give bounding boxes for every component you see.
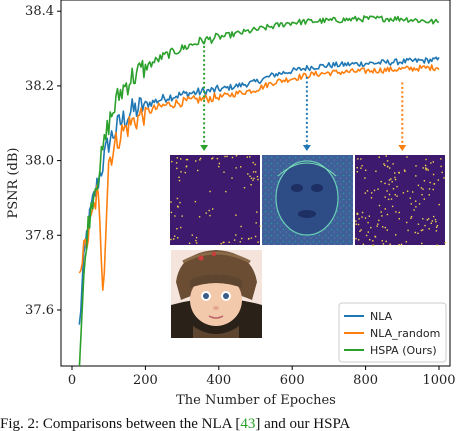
annotation-arrowhead-2 — [398, 145, 407, 151]
legend-label-1: NLA_random — [370, 327, 440, 340]
y-tick-label: 38.4 — [25, 4, 54, 19]
y-tick-label: 37.6 — [25, 303, 54, 318]
inset-sparse-map — [170, 155, 261, 245]
y-tick-label: 38.0 — [25, 154, 54, 169]
x-axis: 0 200 400 600 800 1000 — [68, 366, 456, 388]
series-line-2 — [78, 15, 439, 366]
x-tick-label: 200 — [133, 373, 158, 388]
series-line-1 — [78, 64, 440, 291]
inset-face-map — [262, 155, 353, 245]
baby-photo-inset — [171, 250, 262, 338]
y-tick-label: 38.2 — [25, 79, 54, 94]
annotation-arrowhead-0 — [200, 145, 209, 151]
annotation-arrowhead-1 — [302, 145, 311, 151]
annotation-arrows — [200, 41, 407, 151]
y-axis: 37.6 37.8 38.0 38.2 38.4 — [25, 4, 61, 318]
legend: NLA NLA_random HSPA (Ours) — [338, 302, 447, 363]
series-line-0 — [78, 56, 440, 325]
plot-frame — [60, 0, 451, 367]
x-tick-label: 400 — [206, 373, 231, 388]
x-tick-label: 0 — [68, 373, 76, 388]
series-lines — [78, 15, 440, 366]
y-axis-label: PSNR (dB) — [6, 148, 21, 219]
x-tick-label: 600 — [280, 373, 305, 388]
legend-label-0: NLA — [370, 310, 393, 323]
figure-caption: Fig. 2: Comparisons between the NLA [43]… — [0, 416, 350, 431]
inset-random-map — [355, 155, 446, 247]
legend-label-2: HSPA (Ours) — [370, 344, 437, 357]
x-axis-label: The Number of Epoches — [176, 393, 336, 408]
x-tick-label: 800 — [353, 373, 378, 388]
x-tick-label: 1000 — [422, 373, 455, 388]
y-tick-label: 37.8 — [25, 228, 54, 243]
